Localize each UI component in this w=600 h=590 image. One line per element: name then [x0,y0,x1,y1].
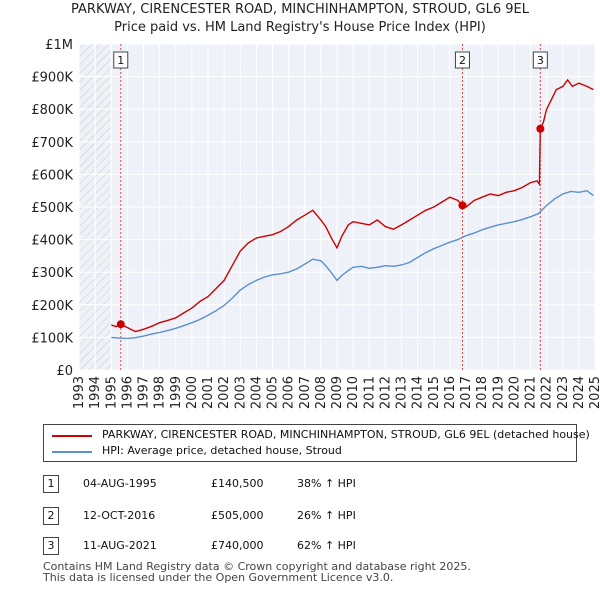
x-tick-label: 2008 [314,376,329,409]
y-tick-label: £900K [31,71,73,86]
y-tick-label: £300K [31,266,73,281]
x-tick-label: 1993 [72,376,87,409]
sale-date: 04-AUG-1995 [83,477,157,490]
footer-copyright: Contains HM Land Registry data © Crown c… [43,560,471,573]
x-tick-label: 2016 [443,376,458,409]
sale-point [458,201,467,210]
x-tick-label: 2002 [217,376,232,409]
axis-layer: £0 £100K £200K £300K £400K £500K £600K £700K £80… [31,38,600,409]
sale-marker-label: 3 [537,54,544,67]
sale-hpi-change: 38% ↑ HPI [297,477,356,490]
x-tick-label: 2014 [411,376,426,409]
x-tick-label: 2011 [362,376,377,409]
y-tick-label: £200K [31,299,73,314]
x-tick-label: 2012 [378,376,393,409]
chart-subtitle: Price paid vs. HM Land Registry's House … [114,20,486,35]
legend-label-property: PARKWAY, CIRENCESTER ROAD, MINCHINHAMPTO… [102,428,590,441]
footer-licence: This data is licensed under the Open Gov… [43,571,394,584]
x-tick-label: 2025 [588,376,600,409]
x-tick-label: 2006 [282,376,297,409]
y-tick-label: £0 [56,364,73,379]
y-tick-label: £1M [45,38,73,53]
chart-svg: 1 2 3 £0 £100K £200K £300K £400K £500K £600K £700… [31,38,600,409]
x-tick-label: 1999 [169,376,184,409]
x-tick-label: 2003 [233,376,248,409]
x-tick-label: 2010 [346,376,361,409]
x-tick-label: 2015 [427,376,442,409]
sale-date: 11-AUG-2021 [83,539,157,552]
x-tick-label: 2001 [201,376,216,409]
sale-number-badge: 1 [43,475,59,493]
y-tick-label: £500K [31,201,73,216]
sale-marker-label: 2 [459,54,466,67]
sale-marker-box [454,51,470,69]
sale-hpi-change: 62% ↑ HPI [297,539,356,552]
sale-point [116,320,125,329]
legend-swatch-property [52,435,92,437]
x-tick-label: 2020 [507,376,522,409]
x-tick-label: 2013 [395,376,410,409]
series-layer [111,78,594,340]
x-tick-label: 1995 [104,376,119,409]
property-price-line [111,78,594,333]
sale-hpi-change: 26% ↑ HPI [297,509,356,522]
legend-swatch-hpi [52,451,92,453]
hpi-line [111,189,594,340]
x-tick-label: 2017 [459,376,474,409]
x-tick-label: 2005 [266,376,281,409]
chart-title: PARKWAY, CIRENCESTER ROAD, MINCHINHAMPTO… [71,2,529,17]
sale-price: £140,500 [211,477,264,490]
sale-marker-box [113,51,129,69]
legend: PARKWAY, CIRENCESTER ROAD, MINCHINHAMPTO… [43,424,590,462]
x-tick-label: 2018 [475,376,490,409]
x-tick-label: 1998 [153,376,168,409]
x-tick-label: 1994 [88,376,103,409]
x-tick-label: 2024 [572,376,587,409]
x-tick-label: 2021 [524,376,539,409]
sale-point [536,124,545,133]
legend-label-hpi: HPI: Average price, detached house, Stro… [102,444,342,457]
sale-point-layer [116,124,545,329]
x-tick-label: 2023 [556,376,571,409]
sale-marker-layer: 1 2 3 [113,44,548,370]
sale-marker-box [532,51,548,69]
x-tick-label: 2022 [540,376,555,409]
y-tick-label: £100K [31,331,73,346]
x-tick-label: 2000 [185,376,200,409]
sale-price: £740,000 [211,539,264,552]
y-tick-label: £800K [31,103,73,118]
sale-date: 12-OCT-2016 [83,509,156,522]
x-tick-label: 2019 [491,376,506,409]
sale-marker-label: 1 [117,54,124,67]
x-tick-label: 1996 [120,376,135,409]
y-tick-label: £700K [31,136,73,151]
x-tick-label: 2009 [330,376,345,409]
sale-number-badge: 2 [43,507,59,525]
y-tick-label: £400K [31,234,73,249]
x-tick-label: 2004 [249,376,264,409]
x-tick-label: 2007 [298,376,313,409]
grid-layer [78,43,596,371]
x-tick-label: 1997 [137,376,152,409]
y-tick-label: £600K [31,168,73,183]
sale-number-badge: 3 [43,537,59,555]
sale-price: £505,000 [211,509,264,522]
